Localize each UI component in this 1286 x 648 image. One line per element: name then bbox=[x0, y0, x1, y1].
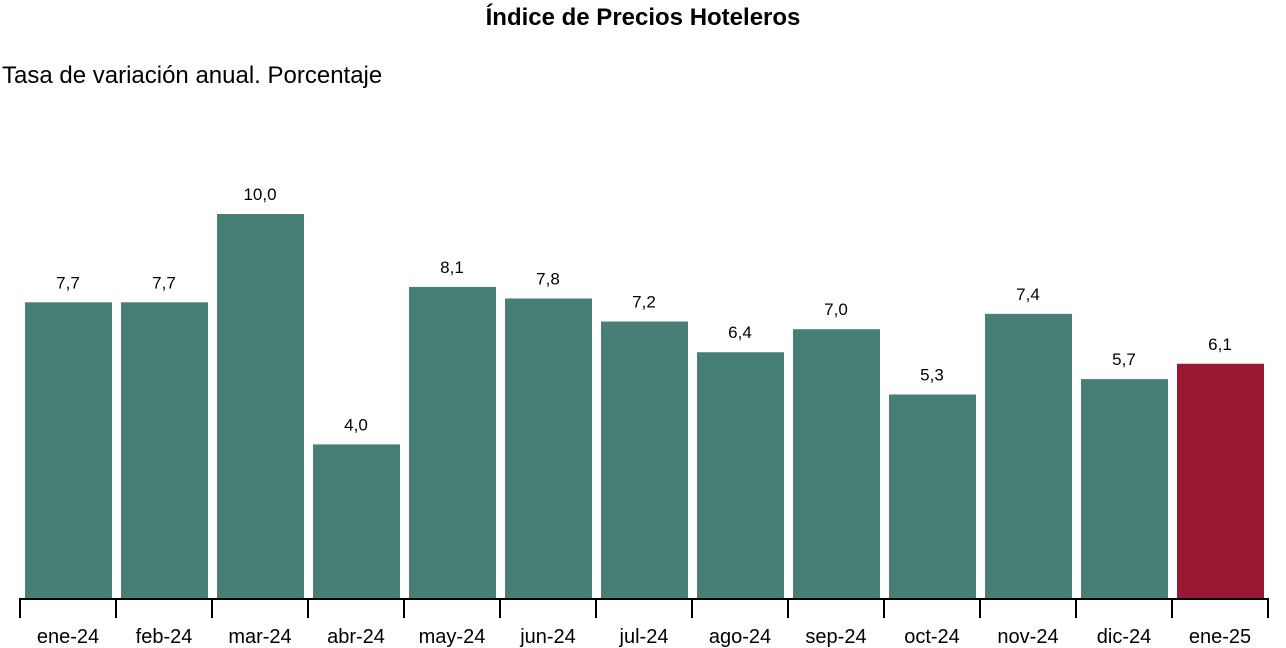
x-tick-label-sep-24: sep-24 bbox=[805, 626, 866, 648]
value-label-nov-24: 7,4 bbox=[1016, 285, 1040, 304]
chart-title: Índice de Precios Hoteleros bbox=[485, 4, 801, 31]
bars-group bbox=[25, 214, 1264, 598]
value-label-ene-24: 7,7 bbox=[56, 273, 80, 292]
value-label-mar-24: 10,0 bbox=[243, 185, 276, 204]
x-tick-label-ene-25: ene-25 bbox=[1189, 626, 1251, 648]
x-tick-label-ago-24: ago-24 bbox=[709, 626, 771, 648]
value-label-sep-24: 7,0 bbox=[824, 300, 848, 319]
x-tick-label-feb-24: feb-24 bbox=[136, 626, 193, 648]
bar-dic-24 bbox=[1081, 379, 1168, 598]
bar-ene-24 bbox=[25, 302, 112, 598]
x-tick-label-dic-24: dic-24 bbox=[1097, 626, 1151, 648]
value-label-jun-24: 7,8 bbox=[536, 269, 560, 288]
bar-jun-24 bbox=[505, 298, 592, 598]
chart-subtitle: Tasa de variación anual. Porcentaje bbox=[2, 62, 383, 89]
bar-may-24 bbox=[409, 286, 496, 598]
x-tick-label-mar-24: mar-24 bbox=[228, 626, 291, 648]
x-tick-label-may-24: may-24 bbox=[419, 626, 486, 648]
x-tick-label-oct-24: oct-24 bbox=[904, 626, 960, 648]
bar-mar-24 bbox=[217, 214, 304, 598]
bar-jul-24 bbox=[601, 321, 688, 598]
value-labels-group: 7,7 7,7 10,0 4,0 8,1 7,8 7,2 6,4 7,0 5,3 7,4 5,7 6,1 bbox=[56, 185, 1232, 434]
bar-ago-24 bbox=[697, 352, 784, 598]
value-label-dic-24: 5,7 bbox=[1112, 350, 1136, 369]
value-label-feb-24: 7,7 bbox=[152, 273, 176, 292]
value-label-may-24: 8,1 bbox=[440, 258, 464, 277]
value-label-jul-24: 7,2 bbox=[632, 293, 656, 312]
x-tick-label-nov-24: nov-24 bbox=[997, 626, 1058, 648]
bar-ene-25 bbox=[1177, 363, 1264, 598]
value-label-abr-24: 4,0 bbox=[344, 415, 368, 434]
bar-feb-24 bbox=[121, 302, 208, 598]
x-axis: ene-24 feb-24 mar-24 abr-24 may-24 jun-24 jul-… bbox=[19, 598, 1269, 648]
bar-oct-24 bbox=[889, 394, 976, 598]
x-tick-label-jun-24: jun-24 bbox=[519, 626, 576, 648]
bar-abr-24 bbox=[313, 444, 400, 598]
bar-nov-24 bbox=[985, 313, 1072, 598]
value-label-ago-24: 6,4 bbox=[728, 323, 752, 342]
x-tick-label-jul-24: jul-24 bbox=[619, 626, 669, 648]
x-tick-label-ene-24: ene-24 bbox=[37, 626, 99, 648]
value-label-oct-24: 5,3 bbox=[920, 365, 944, 384]
x-tick-label-abr-24: abr-24 bbox=[327, 626, 385, 648]
value-label-ene-25: 6,1 bbox=[1208, 335, 1232, 354]
bar-sep-24 bbox=[793, 329, 880, 598]
